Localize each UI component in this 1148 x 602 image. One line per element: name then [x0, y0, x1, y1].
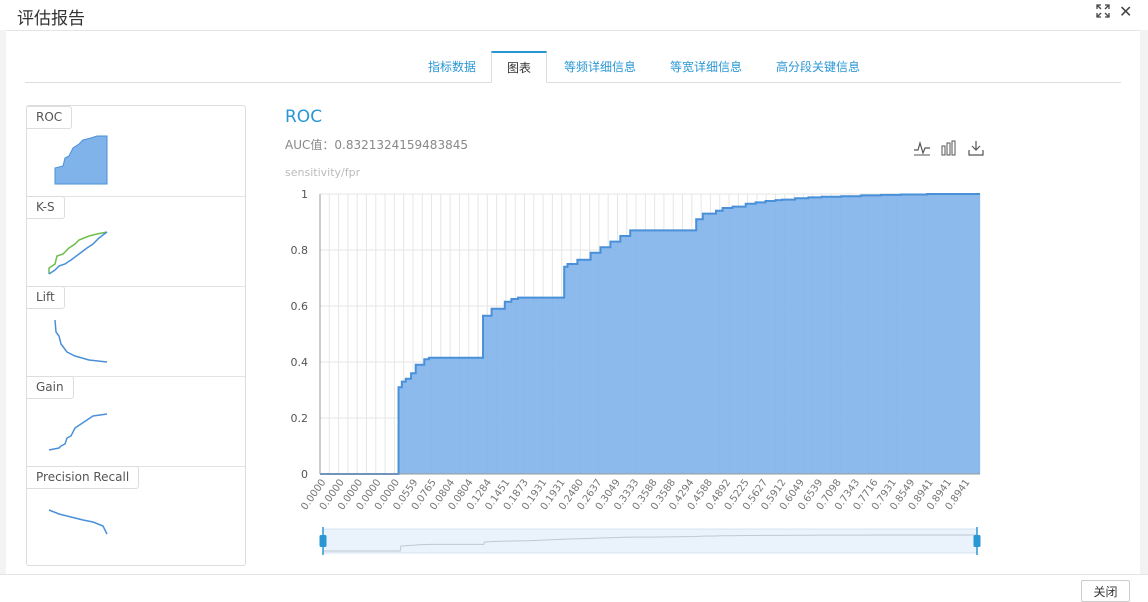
background-page-edge-right [1140, 30, 1148, 575]
precision-recall-thumbnail-graphic [48, 509, 108, 535]
chart-title: ROC [285, 107, 323, 127]
y-tick-label: 0.6 [291, 300, 309, 313]
thumbnail-label: Precision Recall [27, 466, 140, 489]
thumbnail-label: K-S [27, 196, 65, 219]
y-axis: 0 0.2 0.4 0.6 0.8 1 [291, 188, 321, 481]
close-icon[interactable]: ✕ [1119, 2, 1133, 21]
modal-title: 评估报告 [17, 9, 85, 29]
auc-value: AUC值：0.8321324159483845 [285, 138, 468, 152]
modal-header: 评估报告 ✕ [0, 0, 1148, 31]
roc-thumbnail-graphic [54, 135, 108, 185]
thumbnail-label: Lift [27, 286, 65, 309]
thumbnail-lift[interactable]: Lift [27, 286, 245, 377]
y-tick-label: 0.2 [291, 412, 309, 425]
y-tick-label: 1 [301, 188, 308, 201]
y-tick-label: 0 [301, 468, 308, 481]
thumbnail-ks[interactable]: K-S [27, 196, 245, 287]
data-zoom-slider[interactable] [319, 527, 981, 555]
zoom-handle-end[interactable] [973, 535, 981, 547]
chart-thumbnail-list: ROC K-S Lift Gain Precision Recall [26, 105, 246, 566]
zoom-preview-line [323, 534, 977, 552]
lift-thumbnail-graphic [54, 319, 108, 363]
report-tabs: 指标数据 图表 等频详细信息 等宽详细信息 高分段关键信息 [25, 51, 1121, 83]
download-icon[interactable] [967, 140, 985, 160]
modal-footer: 关闭 [0, 574, 1148, 602]
y-tick-label: 0.4 [291, 356, 309, 369]
gain-thumbnail-graphic [48, 413, 108, 451]
close-button[interactable]: 关闭 [1081, 580, 1130, 602]
roc-area [320, 194, 980, 474]
roc-line [320, 193, 980, 475]
zoom-track [322, 528, 978, 554]
line-chart-icon[interactable] [913, 140, 931, 160]
tab-charts[interactable]: 图表 [491, 51, 547, 83]
thumbnail-gain[interactable]: Gain [27, 376, 245, 467]
y-tick-label: 0.8 [291, 244, 309, 257]
ks-thumbnail-graphic [48, 231, 108, 275]
y-axis-label: sensitivity/fpr [285, 166, 361, 179]
zoom-handle-start[interactable] [319, 535, 327, 547]
thumbnail-label: Gain [27, 376, 74, 399]
thumbnail-label: ROC [27, 106, 73, 129]
tab-equal-frequency[interactable]: 等频详细信息 [563, 60, 636, 74]
roc-chart[interactable]: sensitivity/fpr 0 0.2 0.4 0.6 0.8 1 0.00000.0… [265, 160, 1005, 560]
tab-equal-width[interactable]: 等宽详细信息 [669, 60, 742, 74]
maximize-icon[interactable] [1096, 4, 1110, 23]
background-page-edge [0, 30, 6, 575]
bar-chart-icon[interactable] [940, 140, 958, 160]
thumbnail-precision-recall[interactable]: Precision Recall [27, 466, 245, 556]
tab-high-score-segment[interactable]: 高分段关键信息 [775, 60, 860, 74]
x-axis: 0.00000.00000.00000.00000.00000.05590.07… [299, 473, 980, 512]
tab-metrics[interactable]: 指标数据 [427, 60, 476, 74]
thumbnail-roc[interactable]: ROC [27, 106, 245, 197]
